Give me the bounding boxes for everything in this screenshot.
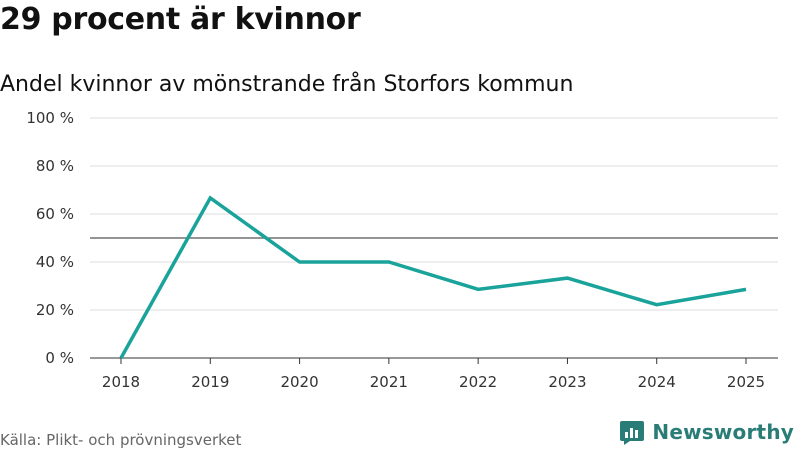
y-tick-label: 80 %	[36, 157, 74, 175]
y-tick-label: 60 %	[36, 205, 74, 223]
y-tick-label: 40 %	[36, 253, 74, 271]
x-tick-label: 2019	[191, 373, 229, 391]
grid-lines	[90, 117, 778, 359]
source-note: Källa: Plikt- och prövningsverket	[0, 431, 242, 449]
x-tick-label: 2024	[638, 373, 676, 391]
x-tick-label: 2023	[548, 373, 586, 391]
y-tick-label: 20 %	[36, 301, 74, 319]
x-tick-label: 2022	[459, 373, 497, 391]
x-tick-label: 2018	[102, 373, 140, 391]
chart-title: 29 procent är kvinnor	[0, 2, 361, 37]
brand-logo: Newsworthy	[619, 419, 794, 445]
x-axis-ticks: 2018 2019 2020 2021 2022 2023 2024 2025	[102, 358, 765, 391]
x-tick-label: 2021	[370, 373, 408, 391]
y-axis-ticks: 0 % 20 % 40 % 60 % 80 % 100 %	[26, 109, 74, 367]
y-tick-label: 100 %	[26, 109, 74, 127]
newsworthy-logo-icon	[620, 421, 645, 445]
y-tick-label: 0 %	[45, 349, 74, 367]
series-group	[119, 195, 747, 359]
x-tick-label: 2020	[280, 373, 318, 391]
series-line	[119, 195, 747, 359]
x-tick-label: 2025	[727, 373, 765, 391]
brand-name: Newsworthy	[652, 420, 794, 444]
chart-subtitle: Andel kvinnor av mönstrande från Storfor…	[0, 72, 574, 97]
